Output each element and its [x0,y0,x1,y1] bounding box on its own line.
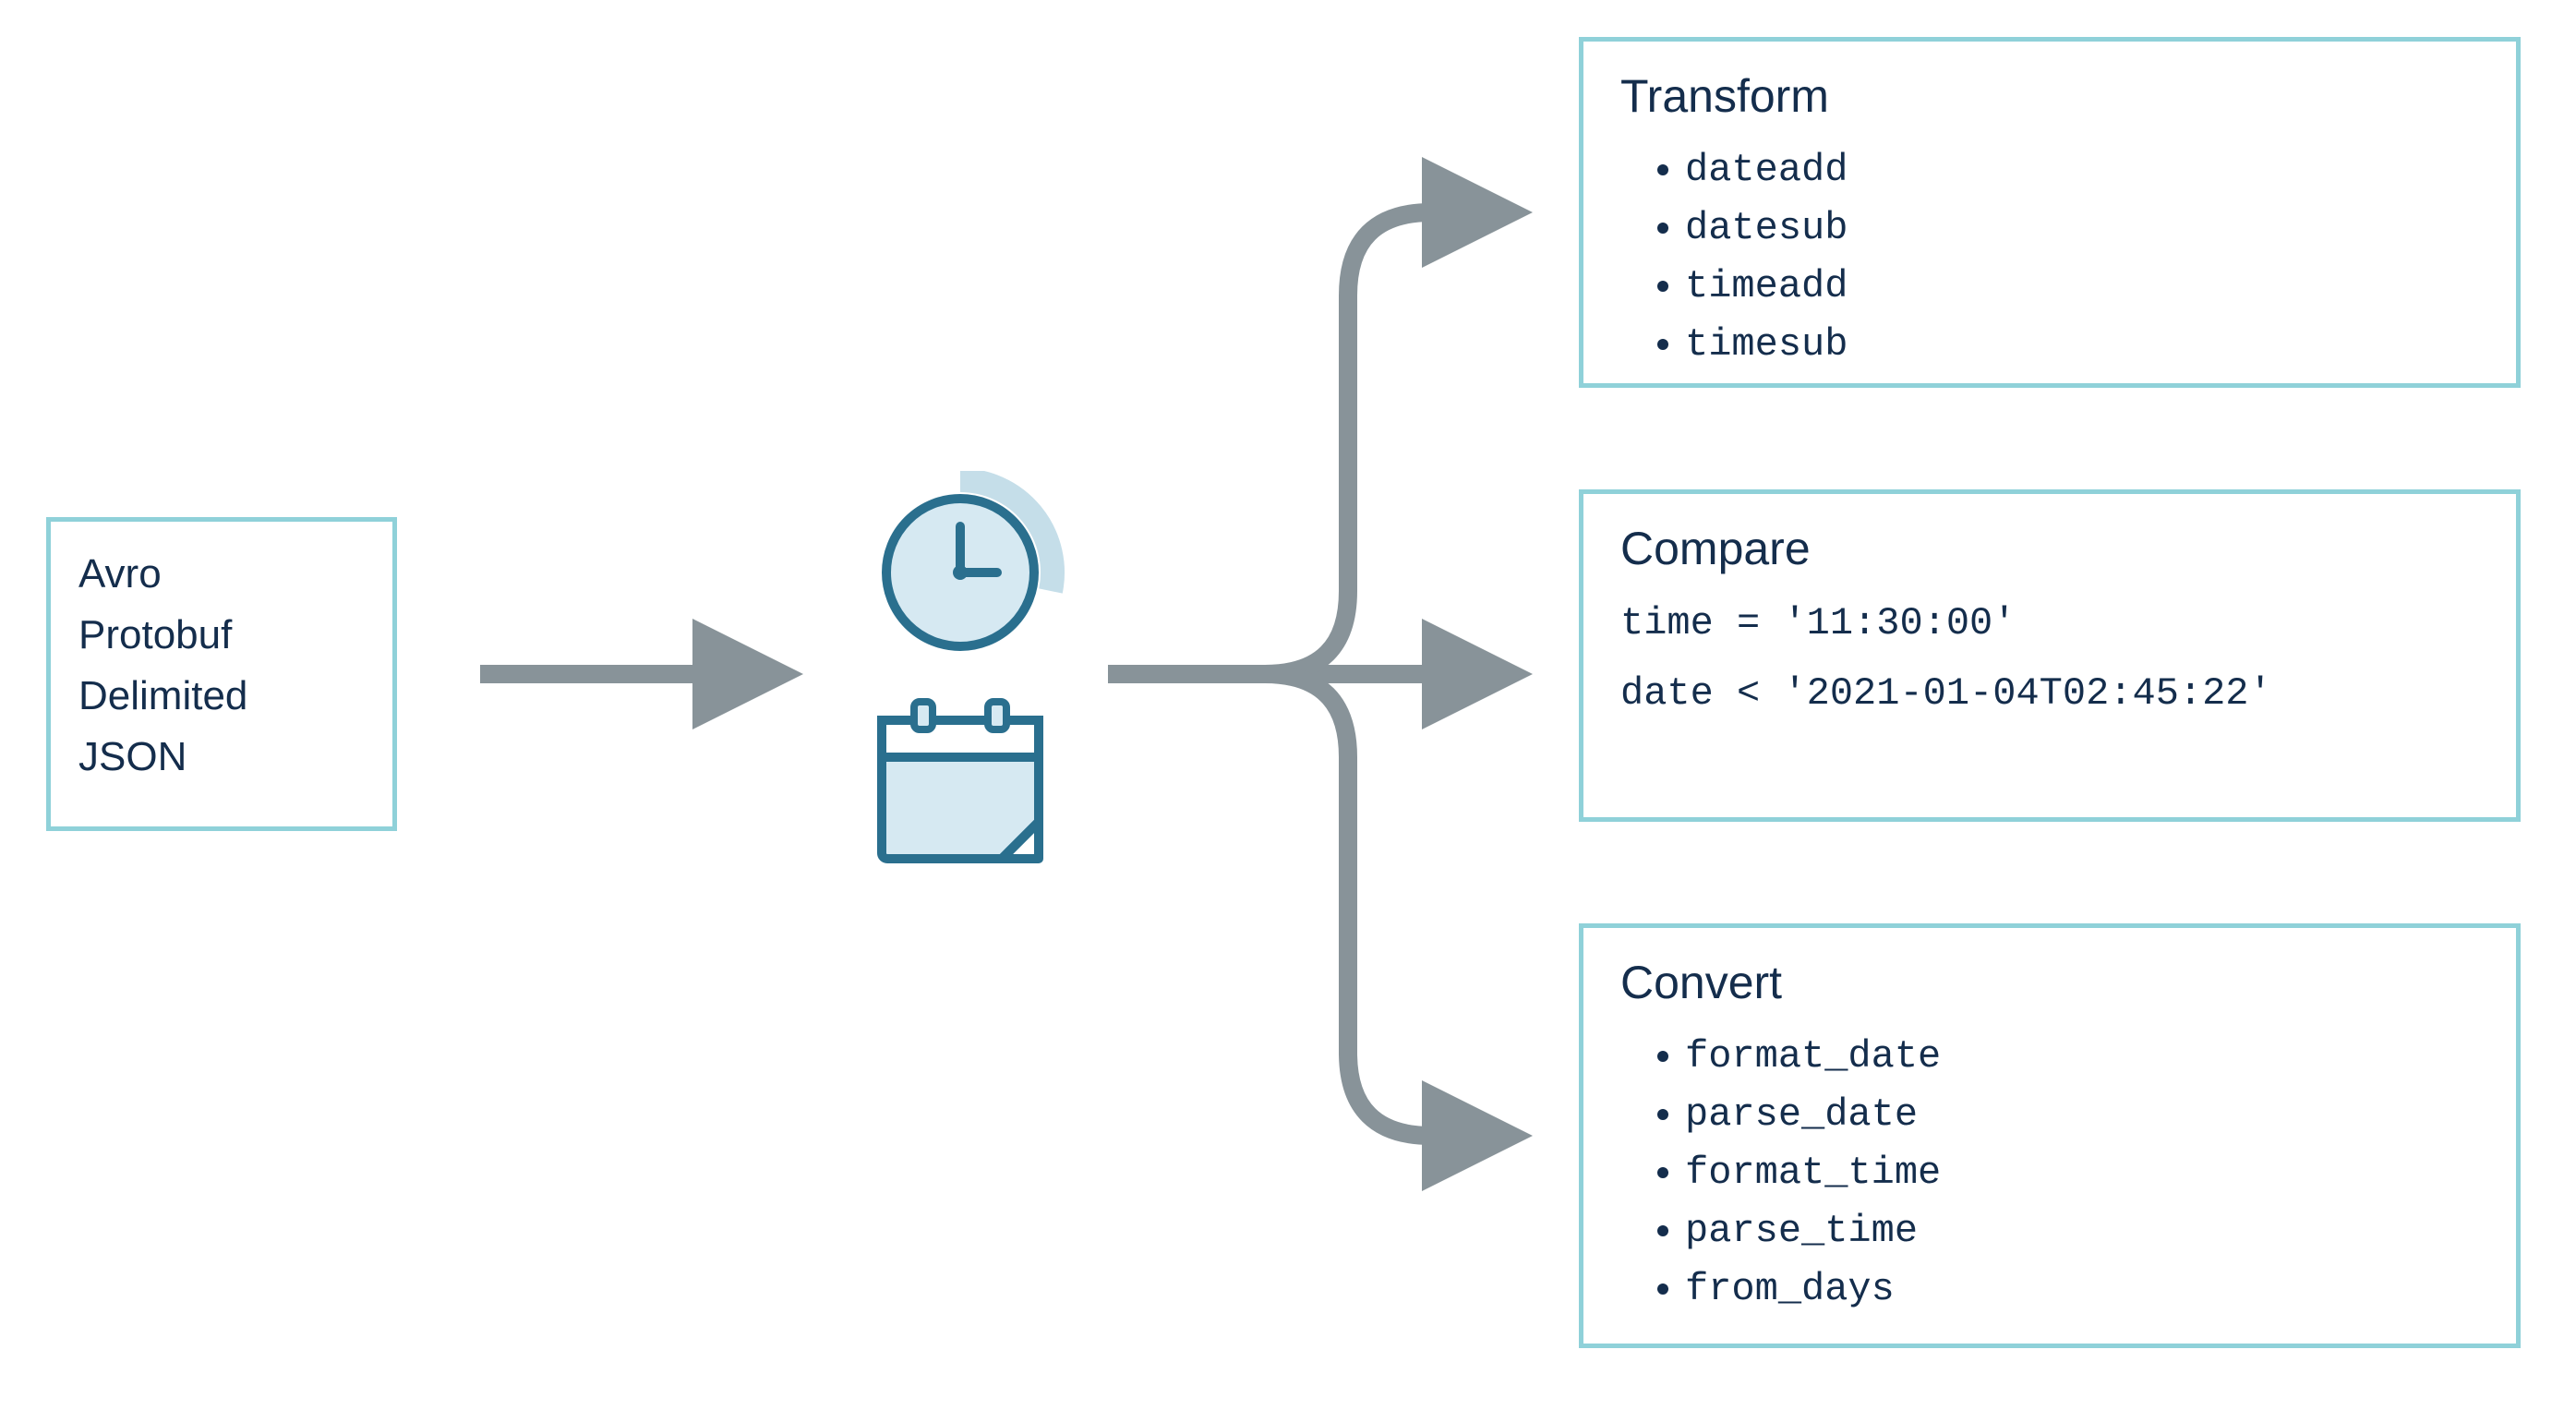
convert-item: format_date [1685,1028,2479,1086]
format-item: JSON [78,727,365,788]
convert-box: Convert format_date parse_date format_ti… [1579,923,2521,1348]
transform-item: timeadd [1685,258,2479,316]
diagram-stage: Avro Protobuf Delimited JSON [0,0,2576,1422]
convert-item: format_time [1685,1144,2479,1202]
transform-item: datesub [1685,199,2479,258]
compare-line: date < '2021-01-04T02:45:22' [1620,671,2479,716]
compare-line: time = '11:30:00' [1620,601,2479,645]
compare-box: Compare time = '11:30:00' date < '2021-0… [1579,489,2521,822]
format-item: Avro [78,544,365,605]
datetime-icons [859,471,1080,882]
transform-title: Transform [1620,69,2479,123]
convert-item: parse_date [1685,1086,2479,1144]
format-item: Protobuf [78,605,365,666]
formats-box: Avro Protobuf Delimited JSON [46,517,397,831]
transform-box: Transform dateadd datesub timeadd timesu… [1579,37,2521,388]
transform-item: timesub [1685,316,2479,374]
format-item: Delimited [78,666,365,727]
arrow-to-convert [1265,674,1514,1136]
arrow-to-transform [1265,212,1514,674]
convert-item: from_days [1685,1260,2479,1319]
transform-item: dateadd [1685,141,2479,199]
convert-item: parse_time [1685,1202,2479,1260]
convert-title: Convert [1620,956,2479,1009]
compare-title: Compare [1620,522,2479,575]
calendar-icon [882,702,1039,859]
